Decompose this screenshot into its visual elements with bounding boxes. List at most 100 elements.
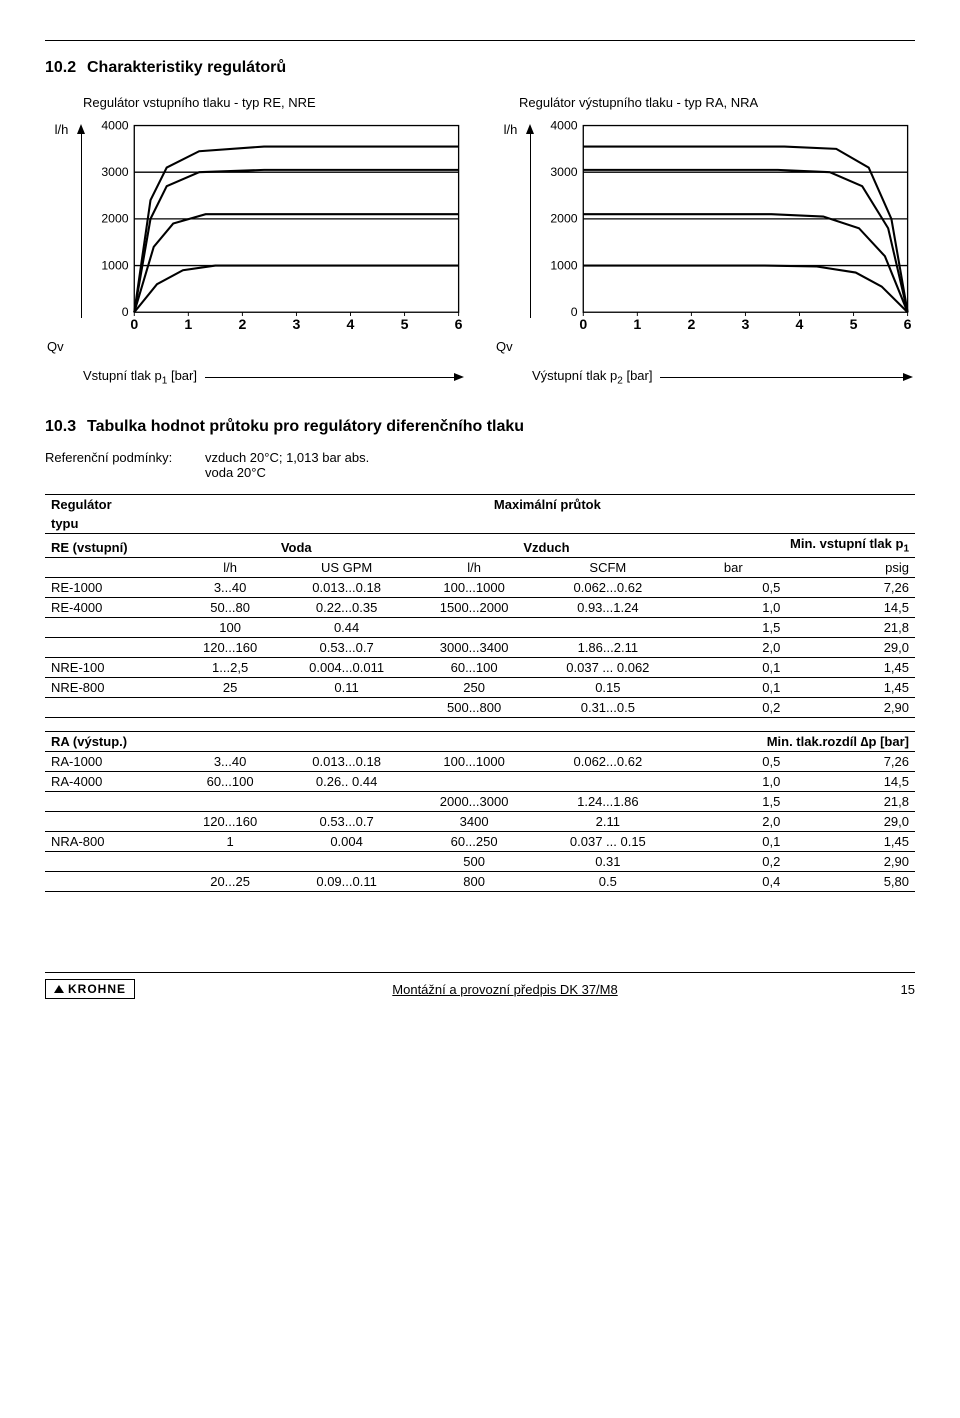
qv-label-right: Qv [496,339,522,354]
footer-title: Montážní a provozní předpis DK 37/M8 [135,982,875,997]
ref-conditions: Referenční podmínky: vzduch 20°C; 1,013 … [45,450,915,480]
table-cell [45,792,180,812]
table-cell [45,852,180,872]
y-axis-arrow-right [523,118,536,318]
cell-maxflow: Maximální průtok [180,495,915,515]
table-cell: 120...160 [180,812,281,832]
table-cell [45,618,180,638]
table-cell: 5,80 [786,872,915,892]
cell-voda: Voda [180,534,413,558]
ref-label: Referenční podmínky: [45,450,205,480]
top-rule [45,40,915,41]
table-cell [45,812,180,832]
table-cell: RE-4000 [45,598,180,618]
table-cell: 29,0 [786,812,915,832]
table-cell: 120...160 [180,638,281,658]
table-cell: 0.062...0.62 [535,578,680,598]
table-row: NRE-1001...2,50.004...0.01160...1000.037… [45,658,915,678]
chart-row: l/h 400030002000100000123456 l/h 4000300… [45,118,915,335]
table-cell: 0,5 [680,752,786,772]
table-cell: 1...2,5 [180,658,281,678]
y-axis-label-right: l/h [494,122,517,137]
table-cell: 0.53...0.7 [280,638,412,658]
chart-right-svg: 400030002000100000123456 [538,118,915,335]
section-title-1: Charakteristiky regulátorů [87,59,286,76]
table-cell [180,852,281,872]
table-cell: 60...100 [413,658,536,678]
x-axis-arrow-right [660,372,915,382]
table-cell: 1,5 [680,792,786,812]
table-cell: 100...1000 [413,578,536,598]
table-cell: 0.037 ... 0.15 [535,832,680,852]
table-row: Regulátor Maximální průtok [45,495,915,515]
cell-re-vstup: RE (vstupní) [45,534,180,558]
table-cell: 25 [180,678,281,698]
section-heading-2: 10.3Tabulka hodnot průtoku pro regulátor… [45,418,915,436]
table-cell: 0.004 [280,832,412,852]
table-row: 2000...30001.24...1.861,521,8 [45,792,915,812]
svg-text:1: 1 [184,316,192,332]
table-cell: 2.11 [535,812,680,832]
page-footer: KROHNE Montážní a provozní předpis DK 37… [45,972,915,999]
svg-text:3000: 3000 [550,165,577,179]
section-num-1: 10.2 [45,59,87,77]
table-cell [45,698,180,718]
table-cell: NRE-800 [45,678,180,698]
table-row: RA-400060...1000.26.. 0.441,014,5 [45,772,915,792]
table-cell: 3...40 [180,578,281,598]
table-cell [413,772,536,792]
svg-text:0: 0 [579,316,587,332]
table-cell: 250 [413,678,536,698]
svg-text:3000: 3000 [101,165,128,179]
svg-text:3: 3 [741,316,749,332]
section-heading-1: 10.2Charakteristiky regulátorů [45,59,915,77]
svg-text:4: 4 [346,316,354,332]
table-cell: 3400 [413,812,536,832]
svg-text:4000: 4000 [550,118,577,132]
table-row: 120...1600.53...0.73000...34001.86...2.1… [45,638,915,658]
svg-text:5: 5 [849,316,857,332]
logo-triangle-icon [54,985,64,993]
table-cell: 0.44 [280,618,412,638]
cell-typu: typu [45,514,180,534]
table-cell: 3...40 [180,752,281,772]
table-cell: 1,45 [786,658,915,678]
table-cell [180,698,281,718]
table-cell [45,638,180,658]
table-cell: 0,5 [680,578,786,598]
table-cell: 1,0 [680,772,786,792]
svg-text:2: 2 [687,316,695,332]
table-cell: 0.93...1.24 [535,598,680,618]
table-cell: 0.15 [535,678,680,698]
table-cell: 0,2 [680,852,786,872]
svg-text:6: 6 [455,316,463,332]
table-cell: 7,26 [786,578,915,598]
table-cell: 21,8 [786,618,915,638]
section-num-2: 10.3 [45,418,87,436]
table-cell [535,618,680,638]
table-cell: 0.013...0.18 [280,752,412,772]
table-row: 120...1600.53...0.734002.112,029,0 [45,812,915,832]
table-cell: 14,5 [786,772,915,792]
table-cell: 0,2 [680,698,786,718]
chart-title-left: Regulátor vstupního tlaku - typ RE, NRE [83,95,479,110]
logo: KROHNE [45,979,135,999]
table-cell [180,792,281,812]
table-cell: RA-1000 [45,752,180,772]
table-cell: 0.31 [535,852,680,872]
table-row: RE (vstupní) Voda Vzduch Min. vstupní tl… [45,534,915,558]
section-title-2: Tabulka hodnot průtoku pro regulátory di… [87,418,524,435]
x-axis-label-left: Vstupní tlak p1 [bar] [83,368,197,387]
chart-title-right: Regulátor výstupního tlaku - typ RA, NRA [519,95,915,110]
svg-text:3: 3 [292,316,300,332]
table-cell: 60...100 [180,772,281,792]
table-row: RE-10003...400.013...0.18100...10000.062… [45,578,915,598]
table-cell: 3000...3400 [413,638,536,658]
qv-row: Qv Qv [45,339,915,354]
table-cell: 7,26 [786,752,915,772]
cell-min-rozd: Min. tlak.rozdíl ∆p [bar] [680,732,915,752]
table-cell: 50...80 [180,598,281,618]
table-cell: 0.004...0.011 [280,658,412,678]
table-cell [413,618,536,638]
table-cell: 0.5 [535,872,680,892]
